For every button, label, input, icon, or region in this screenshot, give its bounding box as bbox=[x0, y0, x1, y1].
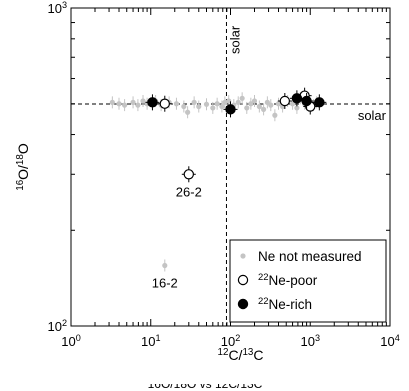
x-tick-label: 102 bbox=[221, 333, 241, 349]
data-point bbox=[159, 98, 170, 109]
caption-fragment: 16O/18O vs 12C/13C bbox=[147, 377, 263, 391]
data-point bbox=[191, 99, 197, 105]
legend-marker bbox=[237, 298, 249, 310]
legend-box bbox=[229, 239, 387, 323]
x-tick-label: 103 bbox=[300, 333, 320, 349]
data-point bbox=[214, 101, 220, 107]
data-point bbox=[294, 105, 300, 111]
data-point bbox=[279, 95, 291, 107]
series-filled bbox=[145, 90, 327, 118]
sample-annotation: 26-2 bbox=[176, 184, 202, 199]
solar-vertical-label: solar bbox=[227, 25, 242, 54]
data-point bbox=[116, 101, 122, 107]
y-tick-label: 102 bbox=[47, 318, 67, 334]
data-point bbox=[225, 104, 236, 115]
data-point bbox=[314, 97, 325, 108]
data-point bbox=[256, 103, 262, 110]
data-point bbox=[203, 101, 210, 107]
data-point bbox=[140, 98, 146, 104]
data-point bbox=[251, 98, 258, 104]
y-tick-label: 103 bbox=[47, 0, 67, 16]
legend-label: 22Ne-rich bbox=[258, 296, 312, 313]
data-point bbox=[301, 95, 312, 107]
legend-marker bbox=[237, 274, 249, 286]
sample-annotation: 16-2 bbox=[152, 275, 178, 290]
data-point bbox=[135, 102, 141, 108]
data-point bbox=[219, 103, 225, 110]
y-axis-title: 16O/18O bbox=[15, 143, 32, 191]
legend: Ne not measured 22Ne-poor 22Ne-rich bbox=[229, 239, 387, 323]
data-point bbox=[121, 102, 128, 108]
data-point bbox=[248, 101, 254, 107]
data-point bbox=[268, 102, 274, 108]
data-point bbox=[239, 95, 245, 101]
data-point bbox=[275, 101, 282, 107]
solar-horizontal-label: solar bbox=[358, 108, 387, 123]
data-point bbox=[162, 262, 168, 269]
legend-label: Ne not measured bbox=[258, 249, 362, 264]
data-point bbox=[109, 99, 115, 105]
data-point bbox=[260, 106, 267, 112]
data-point bbox=[235, 99, 241, 105]
x-tick-label: 101 bbox=[141, 333, 161, 349]
data-point bbox=[210, 105, 216, 111]
data-point bbox=[196, 103, 202, 110]
x-axis-title: 12C/13C bbox=[218, 347, 264, 364]
data-point bbox=[181, 103, 187, 110]
data-point bbox=[147, 97, 158, 108]
x-tick-label: 100 bbox=[61, 333, 81, 349]
legend-label: 22Ne-poor bbox=[258, 272, 318, 289]
data-point bbox=[173, 101, 180, 107]
data-point bbox=[130, 99, 136, 105]
data-point bbox=[244, 105, 250, 111]
data-point bbox=[272, 112, 278, 118]
legend-marker bbox=[240, 253, 246, 259]
data-point bbox=[291, 93, 303, 104]
data-point bbox=[185, 109, 191, 115]
data-point bbox=[183, 169, 195, 180]
x-tick-label: 104 bbox=[380, 333, 400, 349]
